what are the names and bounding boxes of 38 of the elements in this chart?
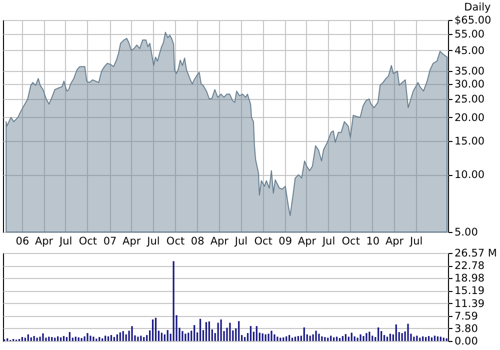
y-tick-label: 5.00	[454, 226, 478, 238]
y-tick-label: 15.19	[454, 285, 485, 298]
y-tick-label: 0.00	[454, 336, 478, 348]
y-tick-label: 3.80	[454, 322, 478, 335]
y-tick-label: 55.00	[454, 28, 485, 40]
y-tick-label: 22.78	[454, 260, 485, 272]
y-tick-label: 25.00	[454, 93, 485, 106]
y-tick-label: 26.57 M	[454, 248, 497, 260]
x-tick-label: Apr	[34, 236, 54, 248]
y-tick-label: 15.00	[454, 136, 485, 148]
x-tick-label: Jul	[409, 236, 423, 248]
x-tick-label: Apr	[210, 236, 230, 248]
x-tick-label: Oct	[166, 236, 185, 248]
y-tick-label: 11.39	[454, 298, 485, 310]
x-tick-label: 08	[190, 236, 204, 248]
y-tick-label: 45.00	[454, 44, 485, 57]
x-tick-label: Oct	[78, 236, 98, 248]
y-tick-label: 18.98	[454, 272, 485, 285]
x-tick-label: Jul	[58, 236, 72, 248]
x-tick-label: 09	[278, 236, 292, 248]
y-tick-label: $65.00	[454, 14, 492, 26]
text: Daily	[464, 2, 491, 14]
y-tick-label: 20.00	[454, 112, 485, 124]
x-tick-label: 07	[103, 236, 117, 248]
x-tick-label: Apr	[298, 236, 317, 248]
x-tick-label: Jul	[234, 236, 248, 248]
y-tick-label: 10.00	[454, 169, 485, 182]
x-tick-label: 10	[366, 236, 380, 248]
x-tick-label: Jul	[146, 236, 160, 248]
y-tick-label: 30.00	[454, 78, 485, 90]
x-tick-label: Apr	[385, 236, 404, 248]
x-tick-label: Oct	[254, 236, 272, 248]
x-tick-label: Jul	[321, 236, 336, 248]
y-tick-label: 35.00	[454, 66, 485, 78]
y-tick-label: 7.59	[454, 310, 478, 322]
x-tick-label: 06	[16, 236, 30, 248]
x-tick-label: Oct	[342, 236, 360, 248]
x-tick-label: Apr	[122, 236, 142, 248]
